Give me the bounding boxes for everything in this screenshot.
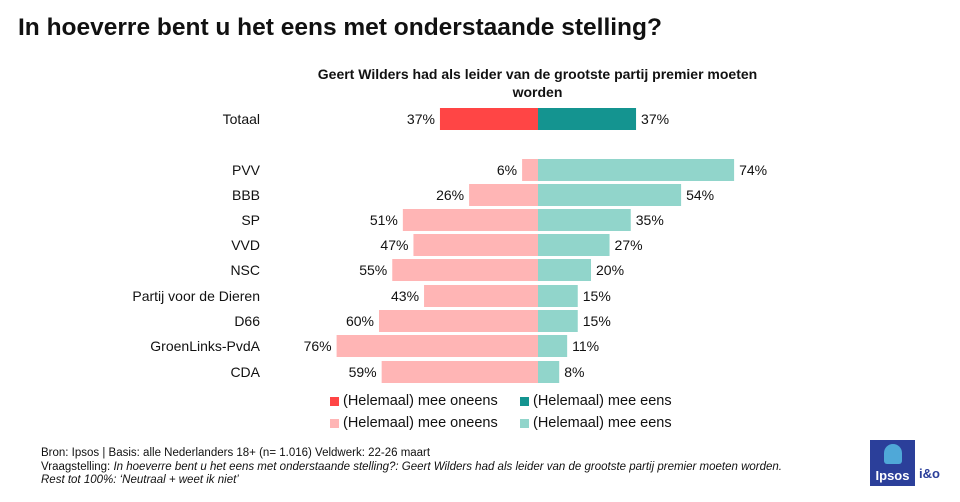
question-text: In hoeverre bent u het eens met ondersta… — [41, 460, 783, 487]
bar-disagree-totaal — [439, 108, 538, 130]
chart-footer: Bron: Ipsos | Basis: alle Nederlanders 1… — [41, 447, 801, 488]
chart-subtitle: Geert Wilders had als leider van de groo… — [317, 66, 758, 100]
bar-agree-pvv — [538, 159, 735, 181]
bar-disagree-bbb — [469, 184, 538, 206]
value-label-agree-vvd: 27% — [615, 237, 643, 253]
legend-label: (Helemaal) mee oneens — [343, 415, 498, 431]
bar-disagree-d66 — [379, 310, 538, 332]
legend-label: (Helemaal) mee eens — [533, 415, 672, 431]
value-label-agree-sp: 35% — [636, 212, 664, 228]
bar-agree-sp — [538, 209, 631, 231]
legend-item-total-disagree: (Helemaal) mee oneens — [330, 393, 498, 409]
value-label-disagree-partij-voor-de-dieren: 43% — [391, 288, 419, 304]
value-label-disagree-sp: 51% — [370, 212, 398, 228]
bar-agree-nsc — [538, 259, 591, 281]
legend-item-party-disagree: (Helemaal) mee oneens — [330, 415, 498, 431]
bar-disagree-vvd — [413, 234, 538, 256]
category-label-vvd: VVD — [231, 237, 260, 253]
question-note: Vraagstelling: In hoeverre bent u het ee… — [41, 461, 801, 488]
value-label-disagree-d66: 60% — [346, 313, 374, 329]
category-label-d66: D66 — [234, 313, 260, 329]
bar-disagree-nsc — [392, 259, 538, 281]
category-label-totaal: Totaal — [223, 111, 260, 127]
legend-swatch-light-teal — [520, 418, 529, 428]
value-label-disagree-pvv: 6% — [497, 162, 517, 178]
category-label-cda: CDA — [230, 364, 260, 380]
value-label-disagree-totaal: 37% — [407, 111, 435, 127]
category-label-pvv: PVV — [232, 162, 261, 178]
value-label-agree-partij-voor-de-dieren: 15% — [583, 288, 611, 304]
ipsos-logo-text: Ipsos — [875, 468, 910, 483]
io-logo: i&o — [919, 466, 940, 481]
legend-label: (Helemaal) mee eens — [533, 393, 672, 409]
bar-disagree-groenlinks-pvda — [336, 335, 538, 357]
bar-disagree-pvv — [522, 159, 538, 181]
bar-disagree-partij-voor-de-dieren — [424, 285, 538, 307]
page-title: In hoeverre bent u het eens met ondersta… — [18, 14, 662, 41]
legend-swatch-teal — [520, 396, 529, 406]
value-label-agree-cda: 8% — [564, 364, 584, 380]
category-label-groenlinks-pvda: GroenLinks-PvdA — [150, 338, 260, 354]
category-label-bbb: BBB — [232, 187, 260, 203]
category-label-sp: SP — [241, 212, 260, 228]
bar-agree-bbb — [538, 184, 682, 206]
legend-swatch-red — [330, 396, 339, 406]
value-label-disagree-groenlinks-pvda: 76% — [304, 338, 332, 354]
bar-agree-groenlinks-pvda — [538, 335, 568, 357]
value-label-disagree-nsc: 55% — [359, 262, 387, 278]
bar-disagree-sp — [402, 209, 538, 231]
ipsos-logo-mark — [884, 444, 902, 464]
category-label-partij-voor-de-dieren: Partij voor de Dieren — [132, 288, 260, 304]
value-label-agree-groenlinks-pvda: 11% — [572, 338, 599, 354]
bar-agree-cda — [538, 361, 560, 383]
value-label-agree-nsc: 20% — [596, 262, 624, 278]
ipsos-logo: Ipsos — [870, 440, 915, 486]
bar-disagree-cda — [381, 361, 538, 383]
value-label-agree-totaal: 37% — [641, 111, 669, 127]
value-label-agree-bbb: 54% — [686, 187, 714, 203]
question-label: Vraagstelling: — [41, 460, 114, 473]
value-label-disagree-vvd: 47% — [380, 237, 408, 253]
bar-agree-d66 — [538, 310, 578, 332]
legend-swatch-pink — [330, 418, 339, 428]
legend-label: (Helemaal) mee oneens — [343, 393, 498, 409]
value-label-disagree-bbb: 26% — [436, 187, 464, 203]
value-label-disagree-cda: 59% — [349, 364, 377, 380]
bar-agree-vvd — [538, 234, 610, 256]
value-label-agree-d66: 15% — [583, 313, 611, 329]
bar-agree-totaal — [538, 108, 637, 130]
value-label-agree-pvv: 74% — [739, 162, 767, 178]
category-label-nsc: NSC — [230, 262, 260, 278]
bar-agree-partij-voor-de-dieren — [538, 285, 578, 307]
legend-item-total-agree: (Helemaal) mee eens — [520, 393, 672, 409]
source-note: Bron: Ipsos | Basis: alle Nederlanders 1… — [41, 447, 431, 459]
legend-item-party-agree: (Helemaal) mee eens — [520, 415, 672, 431]
